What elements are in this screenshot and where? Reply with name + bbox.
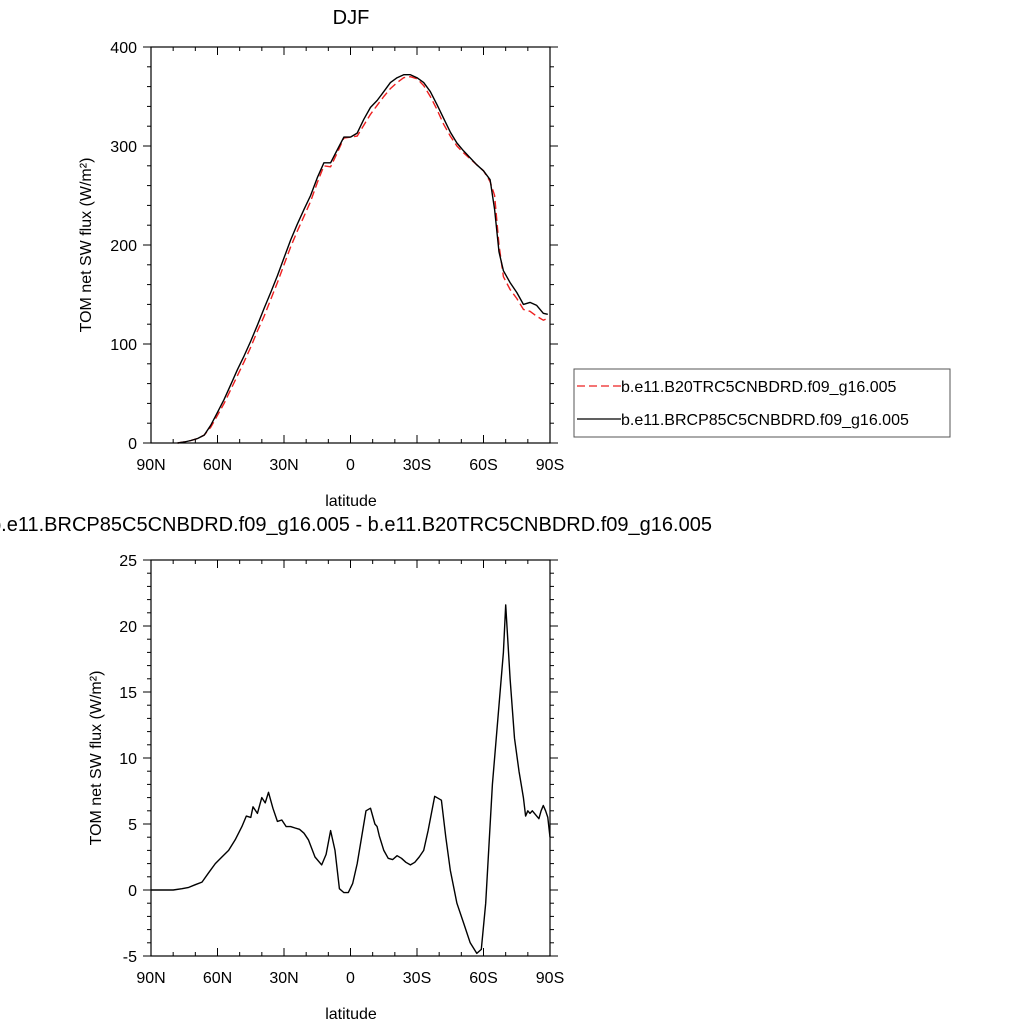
bottom-y-tick-label: -5 bbox=[123, 949, 137, 966]
top-y-tick-label: 300 bbox=[110, 139, 137, 156]
bottom-x-tick-label: 90N bbox=[136, 970, 165, 987]
legend-label-historical: b.e11.B20TRC5CNBDRD.f09_g16.005 bbox=[621, 379, 897, 396]
bottom-x-tick-label: 60S bbox=[469, 970, 497, 987]
top-x-tick-label: 60N bbox=[203, 457, 232, 474]
top-x-tick-label: 30S bbox=[403, 457, 431, 474]
top-x-tick-label: 60S bbox=[469, 457, 497, 474]
top-y-tick-label: 200 bbox=[110, 238, 137, 255]
top-y-tick-label: 400 bbox=[110, 40, 137, 57]
top-plot-frame bbox=[150, 46, 551, 444]
legend-label-rcp85: b.e11.BRCP85C5CNBDRD.f09_g16.005 bbox=[621, 412, 909, 429]
bottom-x-tick-label: 30N bbox=[269, 970, 298, 987]
bottom-y-tick-label: 15 bbox=[119, 685, 137, 702]
top-x-tick-label: 30N bbox=[269, 457, 298, 474]
bottom-y-tick-label: 20 bbox=[119, 619, 137, 636]
bottom-y-tick-label: 25 bbox=[119, 553, 137, 570]
top-y-axis-label: TOM net SW flux (W/m²) bbox=[78, 158, 95, 333]
bottom-plot-frame bbox=[150, 559, 551, 957]
top-x-axis-label: latitude bbox=[325, 493, 377, 510]
top-x-tick-label: 90S bbox=[536, 457, 564, 474]
bottom-x-tick-label: 90S bbox=[536, 970, 564, 987]
bottom-y-tick-label: 5 bbox=[128, 817, 137, 834]
top-series-line-0 bbox=[177, 75, 549, 444]
bottom-x-tick-label: 0 bbox=[346, 970, 355, 987]
legend-box bbox=[573, 368, 951, 438]
bottom-y-tick-label: 0 bbox=[128, 883, 137, 900]
top-x-tick-label: 90N bbox=[136, 457, 165, 474]
legend: b.e11.B20TRC5CNBDRD.f09_g16.005 b.e11.BR… bbox=[573, 368, 951, 438]
bottom-x-axis-label: latitude bbox=[325, 1006, 377, 1023]
top-series-line-1 bbox=[177, 73, 548, 444]
bottom-series-line-0 bbox=[151, 604, 551, 955]
top-x-tick-label: 0 bbox=[346, 457, 355, 474]
top-y-tick-label: 0 bbox=[128, 436, 137, 453]
bottom-x-tick-label: 60N bbox=[203, 970, 232, 987]
top-chart-title: DJF bbox=[333, 7, 370, 29]
bottom-x-tick-label: 30S bbox=[403, 970, 431, 987]
bottom-y-axis-label: TOM net SW flux (W/m²) bbox=[88, 671, 105, 846]
bottom-y-tick-label: 10 bbox=[119, 751, 137, 768]
top-chart: DJF 90N 60N 30N 0 30S 60S 90S 0 100 200 300 400 lat… bbox=[78, 7, 951, 510]
top-y-tick-label: 100 bbox=[110, 337, 137, 354]
bottom-chart: b.e11.BRCP85C5CNBDRD.f09_g16.005 - b.e11… bbox=[0, 514, 712, 1023]
bottom-chart-title: b.e11.BRCP85C5CNBDRD.f09_g16.005 - b.e11… bbox=[0, 514, 712, 536]
